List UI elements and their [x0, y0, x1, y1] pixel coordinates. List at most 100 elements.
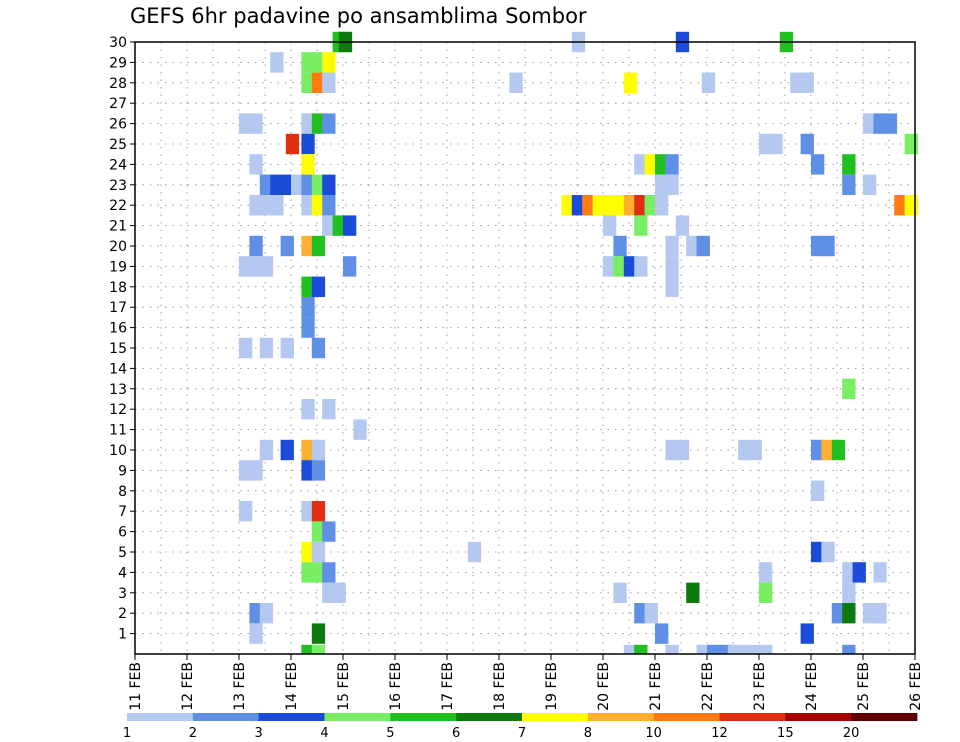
heatmap-cell: [675, 439, 690, 461]
heatmap-cell: [821, 235, 835, 257]
x-tick-label: 11 FEB: [128, 662, 144, 711]
colorbar-swatch: [390, 713, 457, 721]
heatmap-cell: [863, 113, 877, 134]
heatmap-cell: [655, 174, 669, 195]
y-tick-label: 7: [118, 504, 127, 520]
heatmap-cell: [655, 195, 669, 216]
heatmap-cell: [239, 113, 253, 134]
y-tick-label: 6: [118, 525, 127, 541]
y-tick-label: 19: [109, 259, 127, 275]
colorbar-swatch: [719, 713, 786, 721]
y-axis: 1234567891011121314151617181920212223242…: [109, 35, 135, 643]
heatmap-cell: [592, 195, 606, 216]
heatmap-cell: [280, 174, 294, 195]
x-tick-label: 21 FEB: [648, 662, 664, 711]
colorbar-label: 15: [777, 726, 794, 741]
heatmap-cell: [301, 113, 315, 134]
colorbar-label: 5: [386, 726, 394, 741]
heatmap-cell: [322, 195, 336, 216]
colorbar-label: 20: [843, 726, 860, 741]
colorbar-label: 10: [645, 726, 662, 741]
heatmap-cells: [239, 31, 918, 654]
x-tick-label: 12 FEB: [180, 662, 196, 711]
heatmap-cell: [249, 256, 263, 277]
heatmap-cell: [800, 133, 814, 155]
heatmap-cell: [821, 439, 835, 461]
heatmap-cell: [748, 439, 762, 461]
heatmap-cell: [249, 235, 263, 257]
heatmap-cell: [696, 235, 710, 257]
heatmap-cell: [644, 603, 658, 624]
heatmap-cell: [811, 235, 825, 257]
heatmap-cell: [665, 154, 679, 175]
heatmap-cell: [509, 72, 523, 93]
heatmap-cell: [634, 256, 648, 277]
heatmap-cell: [311, 235, 326, 257]
heatmap-cell: [311, 337, 326, 359]
x-tick-label: 22 FEB: [700, 662, 716, 711]
heatmap-cell: [800, 623, 814, 644]
heatmap-cell: [842, 174, 856, 195]
heatmap-cell: [623, 256, 638, 277]
y-tick-label: 16: [109, 321, 127, 337]
heatmap-cell: [800, 72, 814, 93]
y-tick-label: 2: [118, 606, 127, 622]
x-tick-label: 19 FEB: [544, 662, 560, 711]
y-tick-label: 29: [109, 55, 127, 71]
y-tick-label: 28: [109, 76, 127, 92]
y-tick-label: 17: [109, 300, 127, 316]
heatmap-cell: [665, 276, 679, 297]
heatmap-cell: [322, 52, 336, 73]
heatmap-cell: [270, 52, 284, 73]
y-tick-label: 1: [118, 627, 127, 643]
heatmap-cell: [873, 603, 887, 624]
chart-title: GEFS 6hr padavine po ansamblima Sombor: [130, 4, 587, 28]
heatmap-cell: [634, 644, 648, 654]
heatmap-cell: [285, 133, 300, 155]
heatmap-cell: [301, 297, 315, 318]
heatmap-cell: [301, 72, 315, 93]
heatmap-cell: [582, 195, 596, 216]
heatmap-cell: [343, 256, 357, 277]
heatmap-cell: [613, 235, 627, 257]
heatmap-cell: [249, 195, 263, 216]
heatmap-cell: [738, 644, 752, 654]
y-tick-label: 12: [109, 402, 127, 418]
colorbar-legend: 1 2 3 4 5 6 7 8 10 12 15 20: [123, 713, 918, 741]
heatmap-cell: [883, 113, 898, 134]
heatmap-cell: [270, 195, 284, 216]
heatmap-cell: [665, 439, 679, 461]
heatmap-cell: [249, 623, 263, 644]
heatmap-cell: [301, 439, 315, 461]
heatmap-cell: [842, 603, 856, 624]
heatmap-cell: [322, 113, 336, 134]
heatmap-cell: [332, 582, 346, 603]
colorbar-swatch: [324, 713, 391, 721]
colorbar-label: 3: [255, 726, 263, 741]
heatmap-cell: [873, 562, 887, 583]
heatmap-cell: [311, 276, 326, 297]
heatmap-cell: [717, 644, 731, 654]
heatmap-cell: [811, 439, 825, 461]
heatmap-cell: [644, 154, 658, 175]
heatmap-cell: [239, 256, 253, 277]
x-tick-label: 18 FEB: [492, 662, 508, 711]
heatmap-cell: [686, 235, 700, 257]
heatmap-cell: [603, 195, 617, 216]
heatmap-cell: [821, 541, 835, 563]
heatmap-cell: [280, 439, 294, 461]
y-tick-label: 13: [109, 382, 127, 398]
heatmap-cell: [603, 215, 617, 236]
heatmap-cell: [759, 562, 773, 583]
heatmap-cell: [301, 133, 315, 155]
heatmap-cell: [301, 174, 315, 195]
y-tick-label: 26: [109, 117, 127, 133]
heatmap-cell: [675, 215, 690, 236]
heatmap-cell: [634, 154, 648, 175]
heatmap-cell: [665, 235, 679, 257]
heatmap-cell: [280, 235, 294, 257]
y-tick-label: 10: [109, 443, 127, 459]
heatmap-cell: [311, 174, 326, 195]
heatmap-cell: [571, 195, 586, 216]
